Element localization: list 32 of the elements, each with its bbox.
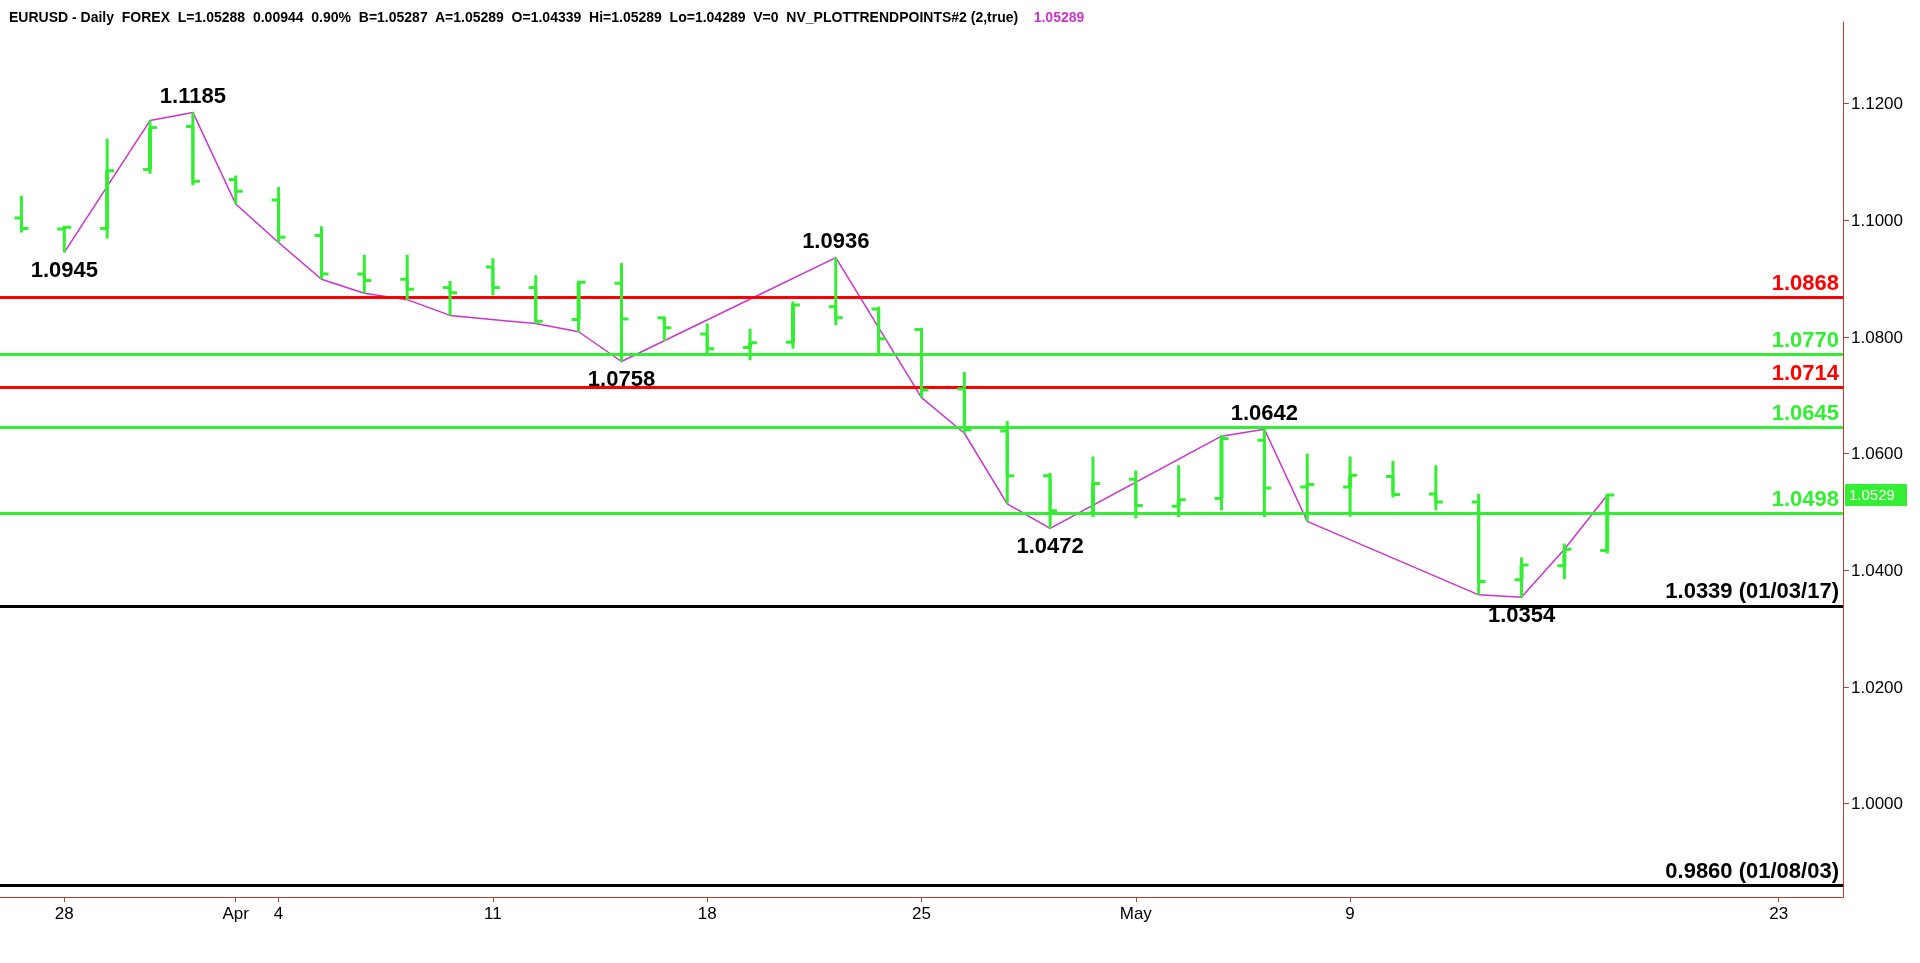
- x-tick-label: 18: [697, 904, 717, 923]
- y-tick-label: 1.1200: [1851, 94, 1903, 114]
- x-tick-label: 9: [1345, 904, 1355, 923]
- x-tick-label: 4: [273, 904, 284, 923]
- ref-line-label: 0.9860 (01/08/03): [1665, 857, 1839, 883]
- x-tick-label: Apr: [222, 904, 250, 923]
- x-tick-label: 11: [484, 904, 502, 923]
- ref-line-label: 1.0714: [1771, 359, 1840, 385]
- ref-line-label: 1.0770: [1771, 327, 1839, 352]
- y-tick-label: 1.0800: [1851, 327, 1903, 347]
- y-tick-label: 1.0400: [1851, 560, 1903, 580]
- y-tick-label: 1.0200: [1851, 677, 1903, 697]
- data-label: 1.0945: [30, 256, 98, 282]
- y-tick-label: 1.1000: [1851, 210, 1903, 230]
- ref-line-label: 1.0868: [1771, 269, 1839, 295]
- data-label: 1.1185: [159, 82, 226, 108]
- x-tick-label: May: [1119, 904, 1153, 923]
- data-label: 1.0472: [1016, 532, 1084, 558]
- ref-line-label: 1.0498: [1771, 485, 1839, 511]
- x-tick-label: 28: [54, 904, 74, 923]
- ref-line-label: 1.0339 (01/03/17): [1665, 578, 1839, 604]
- annotation: 1.05289: [1033, 9, 1085, 25]
- data-label: 1.0936: [802, 228, 870, 254]
- x-tick-label: 25: [912, 904, 931, 923]
- y-tick-label: 1.0000: [1851, 794, 1903, 814]
- y-tick-label: 1.0600: [1851, 444, 1903, 464]
- text: 1.0529: [1849, 486, 1895, 504]
- chart-title: EURUSD - Daily FOREX L=1.05288 0.00944 0.90% B=1.05287 A=1.05289 O=1.04339 Hi=1.05289 Lo=1.04289 V=0 NV_PLOTTRENDPOINTS#2 (2,true): [9, 9, 1019, 25]
- x-tick-label: 23: [1769, 904, 1789, 923]
- ref-line-label: 1.0645: [1771, 399, 1839, 425]
- data-label: 1.0758: [587, 366, 656, 391]
- data-label: 1.0642: [1230, 399, 1299, 425]
